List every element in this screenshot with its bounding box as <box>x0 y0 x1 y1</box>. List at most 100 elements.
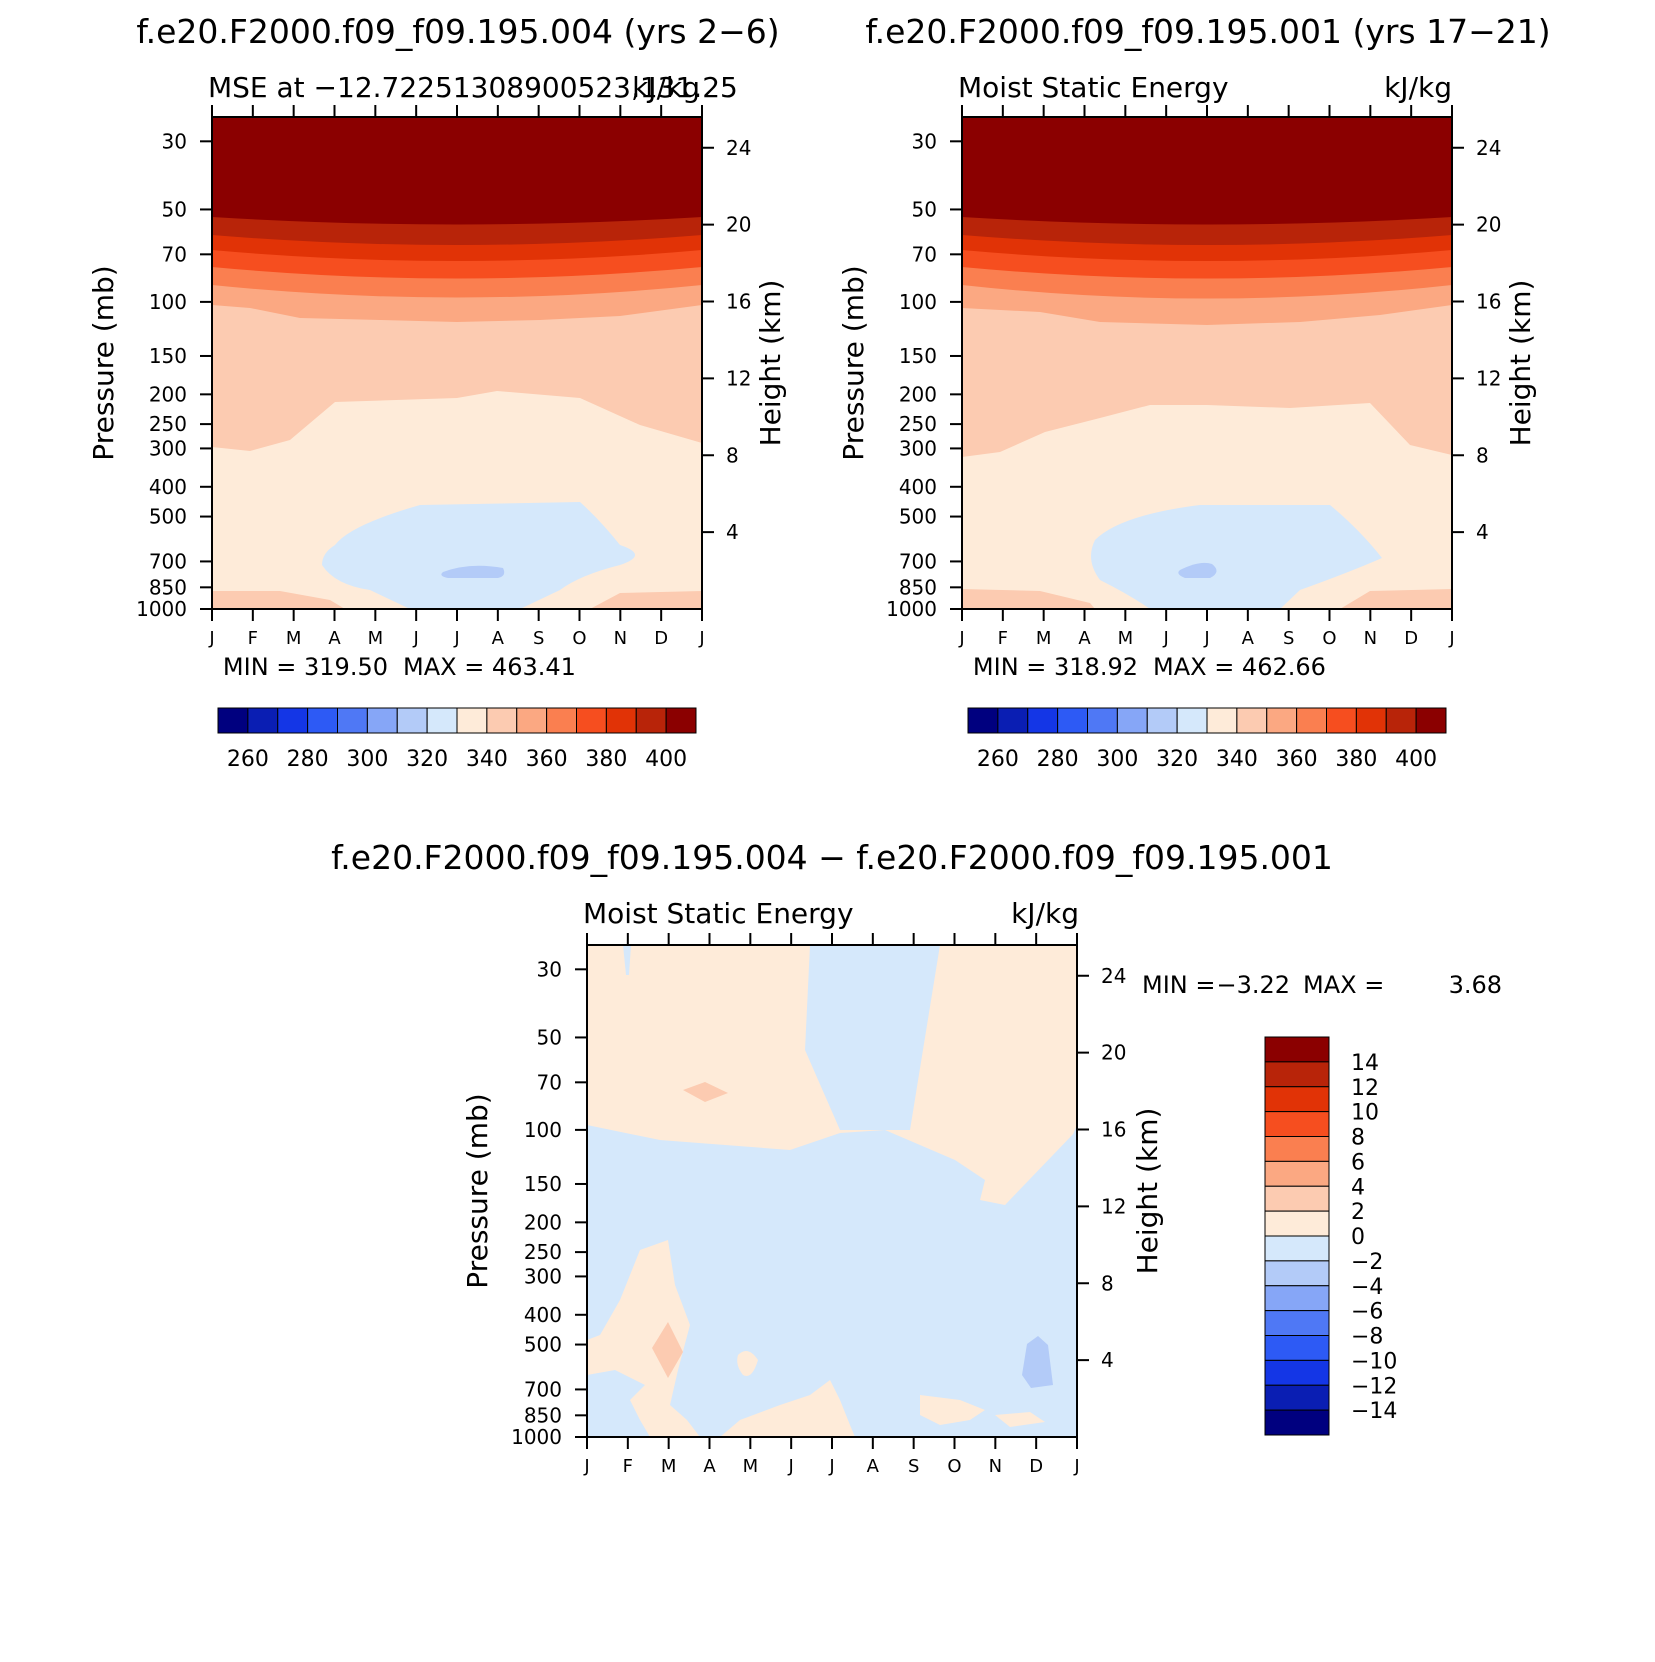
panel-b-min: MIN = 318.92 <box>973 653 1138 681</box>
y-tick-label: 850 <box>899 575 937 599</box>
colorbar-label: 4 <box>1351 1175 1365 1200</box>
panel-a-left-label: MSE at −12.72251308900523,131.25 <box>208 71 738 104</box>
colorbar-box <box>1415 707 1447 734</box>
x-tick-label: O <box>1322 628 1336 649</box>
colorbar-box <box>366 707 398 734</box>
x-tick-label: S <box>1283 628 1294 649</box>
y2-tick-label: 12 <box>1101 1194 1126 1218</box>
x-tick-label: N <box>614 628 627 649</box>
colorbar-box <box>486 707 518 734</box>
y2-tick-label: 24 <box>1101 964 1126 988</box>
panel-b-max: MAX = 462.66 <box>1153 653 1326 681</box>
contour-band <box>1091 505 1382 609</box>
panel-b: f.e20.F2000.f09_f09.195.001 (yrs 17−21) … <box>837 12 1551 772</box>
panel-a-max: MAX = 463.41 <box>403 653 576 681</box>
contour-band <box>683 1082 728 1102</box>
y-tick-label: 250 <box>149 412 187 436</box>
colorbar-box <box>1236 707 1268 734</box>
x-tick-label: O <box>947 1456 961 1477</box>
panel-b-colorbar: 260 280 300 320 340 360 380 400 <box>967 707 1447 772</box>
y-tick-label: 500 <box>899 505 937 529</box>
x-tick-label: S <box>908 1456 919 1477</box>
panel-a-min: MIN = 319.50 <box>223 653 388 681</box>
y-tick-label: 200 <box>524 1210 562 1234</box>
y-tick-label: 500 <box>524 1333 562 1357</box>
colorbar-box <box>1296 707 1327 734</box>
colorbar-box <box>1264 1210 1330 1237</box>
panel-c-ylabel: Pressure (mb) <box>461 1093 494 1288</box>
x-tick-label: A <box>492 628 505 649</box>
y2-tick-label: 8 <box>726 443 739 467</box>
y-tick-label: 850 <box>149 575 187 599</box>
colorbar-box <box>1264 1086 1330 1113</box>
y-tick-label: 400 <box>899 475 937 499</box>
y2-tick-label: 4 <box>726 520 739 544</box>
colorbar-label: 320 <box>1156 747 1198 772</box>
panel-a-ylabel: Pressure (mb) <box>87 265 120 460</box>
y-tick-label: 300 <box>899 436 937 460</box>
panel-b-title: f.e20.F2000.f09_f09.195.001 (yrs 17−21) <box>865 12 1550 51</box>
colorbar-box <box>426 707 458 734</box>
y-tick-label: 500 <box>149 505 187 529</box>
colorbar-box <box>1087 707 1118 734</box>
panel-c-title: f.e20.F2000.f09_f09.195.004 − f.e20.F200… <box>331 838 1333 877</box>
colorbar-box <box>396 707 428 734</box>
x-tick-label: M <box>1118 628 1134 649</box>
colorbar-box <box>1264 1036 1330 1063</box>
colorbar-box <box>1385 707 1417 734</box>
colorbar-box <box>1146 707 1178 734</box>
colorbar-box <box>1264 1160 1330 1187</box>
contour-band <box>652 1322 683 1378</box>
y-tick-label: 1000 <box>136 597 187 621</box>
x-tick-label: A <box>328 628 341 649</box>
colorbar-box <box>665 707 697 734</box>
x-tick-label: F <box>998 628 1008 649</box>
colorbar-box <box>1264 1111 1330 1137</box>
colorbar-box <box>217 707 249 734</box>
x-tick-label: F <box>623 1456 633 1477</box>
panel-c: f.e20.F2000.f09_f09.195.004 − f.e20.F200… <box>331 838 1502 1477</box>
x-tick-label: M <box>1036 628 1052 649</box>
y2-tick-label: 4 <box>1476 520 1489 544</box>
colorbar-box <box>1264 1359 1330 1386</box>
colorbar-box <box>1266 707 1298 734</box>
y-tick-label: 150 <box>149 344 187 368</box>
y2-tick-label: 4 <box>1101 1348 1114 1372</box>
y-tick-label: 200 <box>149 382 187 406</box>
colorbar-box <box>1326 707 1357 734</box>
colorbar-box <box>337 707 368 734</box>
x-tick-label: N <box>989 1456 1002 1477</box>
x-tick-label: J <box>583 1456 589 1477</box>
colorbar-label: 400 <box>1395 747 1437 772</box>
colorbar-label: 380 <box>1335 747 1377 772</box>
colorbar-label: −10 <box>1351 1349 1397 1374</box>
colorbar-label: 6 <box>1351 1150 1365 1175</box>
y-tick-label: 50 <box>162 197 187 221</box>
colorbar-box <box>997 707 1029 734</box>
contour-band <box>990 1130 1077 1402</box>
x-tick-label: J <box>453 628 459 649</box>
x-tick-label: M <box>286 628 302 649</box>
contour-band <box>737 1351 758 1376</box>
colorbar-box <box>1264 1384 1330 1411</box>
colorbar-box <box>1264 1185 1330 1212</box>
y-tick-label: 850 <box>524 1403 562 1427</box>
y2-tick-label: 16 <box>1101 1118 1126 1142</box>
y2-tick-label: 20 <box>1101 1041 1126 1065</box>
y-tick-label: 30 <box>162 129 187 153</box>
contour-band <box>962 589 1095 609</box>
y-tick-label: 100 <box>524 1118 562 1142</box>
contour-band <box>212 591 345 609</box>
y-tick-label: 30 <box>537 957 562 981</box>
y-tick-label: 400 <box>149 475 187 499</box>
panel-c-min-label: MIN = <box>1142 971 1215 999</box>
y-tick-label: 400 <box>524 1303 562 1327</box>
contour-band <box>587 1125 1077 1437</box>
x-tick-label: A <box>867 1456 880 1477</box>
colorbar-label: 360 <box>1276 747 1318 772</box>
panel-b-contours <box>962 117 1452 609</box>
y-tick-label: 100 <box>149 290 187 314</box>
y-tick-label: 700 <box>899 549 937 573</box>
colorbar-box <box>1176 707 1208 734</box>
